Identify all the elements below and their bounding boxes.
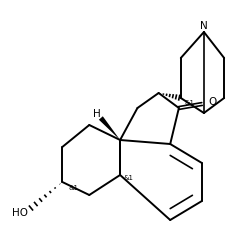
Polygon shape <box>99 116 120 140</box>
Text: H: H <box>93 109 101 119</box>
Text: &1: &1 <box>123 175 133 181</box>
Text: O: O <box>209 97 217 107</box>
Text: N: N <box>200 21 208 31</box>
Text: &1: &1 <box>68 185 78 191</box>
Text: &1: &1 <box>185 100 195 106</box>
Text: HO: HO <box>12 208 28 218</box>
